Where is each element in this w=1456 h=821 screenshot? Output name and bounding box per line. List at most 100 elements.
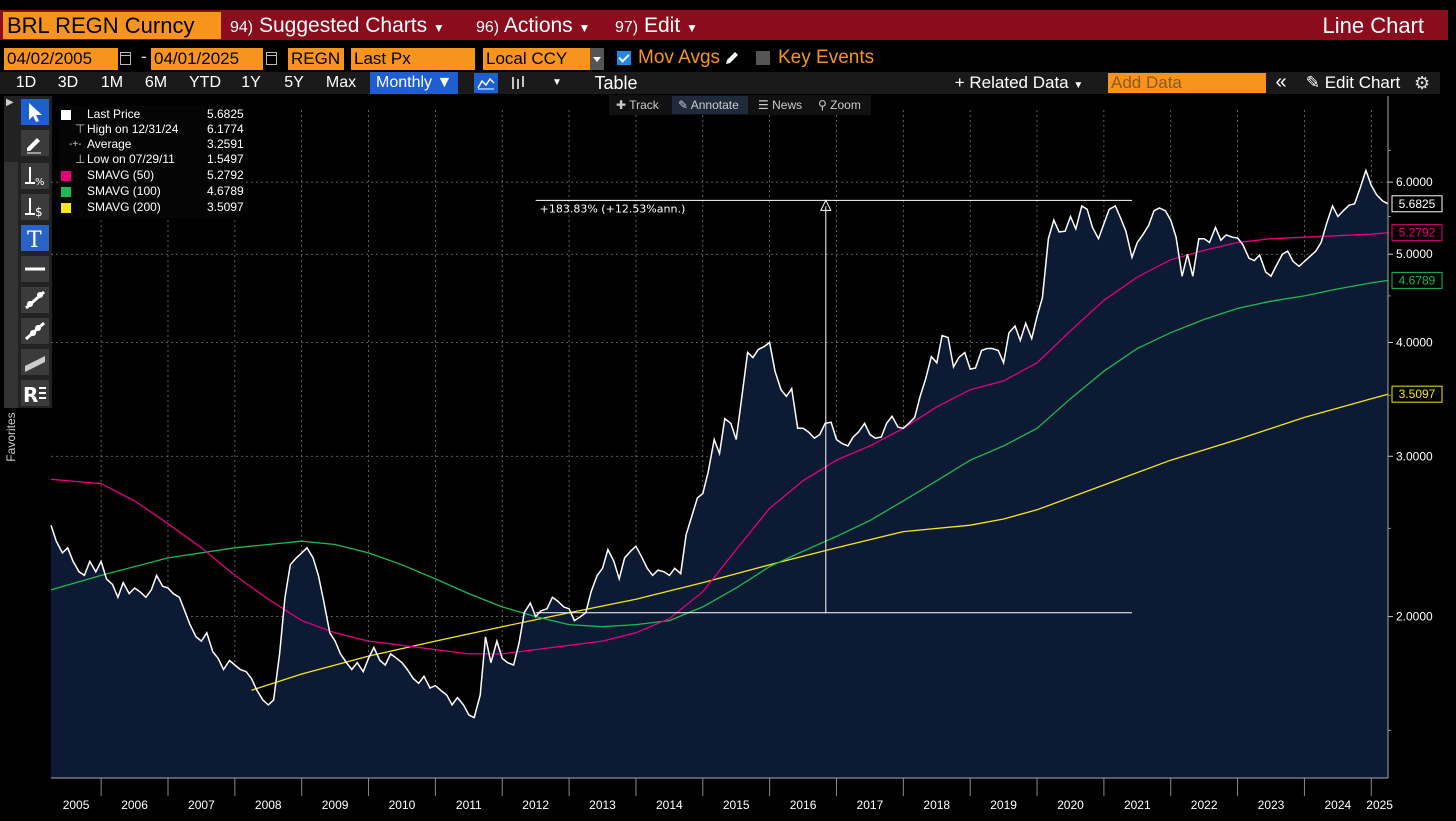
- suggested-charts-menu[interactable]: 94) Suggested Charts ▼: [230, 12, 445, 39]
- range-5y-button[interactable]: 5Y: [284, 74, 304, 91]
- x-tick-label: 2014: [656, 798, 683, 812]
- edit-chart-button[interactable]: ✎ Edit Chart: [1298, 72, 1408, 94]
- mov-avgs-label: Mov Avgs: [638, 47, 721, 68]
- legend-item[interactable]: SMAVG (100) 4.6789: [61, 184, 244, 199]
- periodicity-label: Monthly: [376, 74, 433, 91]
- table-button[interactable]: Table: [594, 73, 638, 93]
- ma-value-label: 4.6789: [1399, 273, 1436, 287]
- up-arrow-icon: [820, 199, 832, 211]
- legend-value: 5.2792: [207, 168, 244, 182]
- zoom-label: Zoom: [830, 98, 861, 112]
- legend-item[interactable]: -+- Average 3.2591: [61, 137, 244, 152]
- range-max-button[interactable]: Max: [325, 74, 357, 91]
- trendline-tool[interactable]: [21, 287, 49, 313]
- mov-avgs-checkbox[interactable]: [617, 51, 631, 65]
- title-bar: [0, 10, 1448, 40]
- expand-arrow-icon[interactable]: ▶: [6, 97, 14, 108]
- channel-tool[interactable]: [21, 349, 49, 375]
- range-ytd-button[interactable]: YTD: [189, 74, 221, 91]
- annotation-label: +183.83% (+12.53%ann.): [540, 202, 686, 215]
- legend-item[interactable]: SMAVG (50) 5.2792: [61, 168, 244, 183]
- price-line: [50, 168, 1389, 719]
- y-tick-label: 5.0000: [1396, 247, 1433, 261]
- bar-chart-icon[interactable]: [502, 72, 534, 94]
- svg-text:T: T: [27, 228, 42, 251]
- horizontal-line-tool[interactable]: [21, 256, 49, 282]
- range-1m-button[interactable]: 1M: [100, 74, 124, 91]
- pointer-tool[interactable]: [21, 99, 49, 125]
- ma-value-box: [1391, 271, 1443, 289]
- menu-number: 96): [476, 19, 500, 36]
- draw-tool[interactable]: [21, 130, 49, 156]
- price-field-select[interactable]: Last Px: [351, 48, 475, 70]
- annotate-tool[interactable]: ✎ Annotate: [678, 96, 739, 114]
- start-date-input[interactable]: 04/02/2005: [4, 48, 118, 70]
- pencil-icon[interactable]: [724, 50, 740, 66]
- track-tool[interactable]: ✚ Track: [616, 96, 659, 114]
- ticker-field[interactable]: BRL REGN Curncy: [3, 12, 221, 39]
- ma-value-label: 5.2792: [1399, 226, 1436, 240]
- regression-tool[interactable]: R: [21, 380, 49, 407]
- chevron-down-icon: ▼: [578, 21, 591, 35]
- x-tick-label: 2018: [923, 798, 950, 812]
- edit-menu[interactable]: 97) Edit ▼: [615, 12, 698, 39]
- range-3d-button[interactable]: 3D: [57, 74, 79, 91]
- crosshair-icon: ✚: [616, 98, 627, 112]
- y-tick-label: 6.0000: [1396, 175, 1433, 189]
- value-labels: 5.2792 4.6789 3.5097 5.6825: [1391, 195, 1443, 403]
- x-tick-label: 2025: [1366, 798, 1393, 812]
- svg-text:$: $: [35, 205, 43, 219]
- news-tool[interactable]: ☰ News: [758, 96, 802, 114]
- periodicity-select[interactable]: Monthly ▼: [370, 72, 459, 94]
- line-chart-icon[interactable]: [474, 73, 498, 93]
- legend-name: Low on 07/29/11: [87, 152, 175, 166]
- x-tick-label: 2023: [1258, 798, 1285, 812]
- legend-swatch: [61, 171, 71, 181]
- legend-value: 3.5097: [207, 200, 244, 214]
- x-tick-label: 2021: [1124, 798, 1151, 812]
- range-6m-button[interactable]: 6M: [144, 74, 168, 91]
- range-1d-button[interactable]: 1D: [15, 74, 37, 91]
- legend-value: 3.2591: [207, 137, 244, 151]
- chevron-down-icon[interactable]: ▼: [552, 77, 562, 88]
- pencil-icon: ✎: [1305, 73, 1320, 92]
- last-price-box: [1391, 195, 1443, 213]
- track-label: Track: [629, 98, 659, 112]
- percent-measure-tool[interactable]: %: [21, 163, 49, 189]
- legend-item[interactable]: ⊤ High on 12/31/24 6.1774: [61, 122, 244, 137]
- security-field[interactable]: REGN: [288, 48, 344, 70]
- legend-item[interactable]: ⊥ Low on 07/29/11 1.5497: [61, 152, 244, 167]
- ma-100-line: [50, 279, 1389, 628]
- x-tick-label: 2011: [456, 798, 482, 812]
- calendar-icon[interactable]: [266, 52, 277, 65]
- low-marker-icon: ⊥: [75, 152, 86, 166]
- legend-item[interactable]: SMAVG (200) 3.5097: [61, 200, 244, 215]
- x-tick-label: 2013: [589, 798, 616, 812]
- range-1y-button[interactable]: 1Y: [241, 74, 261, 91]
- related-data-button[interactable]: + Related Data ▼: [948, 72, 1090, 94]
- calendar-icon[interactable]: [120, 52, 131, 65]
- extended-trendline-tool[interactable]: [21, 318, 49, 344]
- gear-icon[interactable]: ⚙: [1414, 73, 1431, 93]
- add-data-input[interactable]: Add Data: [1108, 73, 1266, 93]
- collapse-left-icon[interactable]: «: [1275, 71, 1287, 93]
- menu-number: 97): [615, 19, 639, 36]
- chevron-down-icon[interactable]: [590, 48, 604, 70]
- text-tool[interactable]: T: [21, 225, 49, 253]
- end-date-input[interactable]: 04/01/2025: [151, 48, 263, 70]
- actions-menu[interactable]: 96) Actions ▼: [476, 12, 590, 39]
- dollar-measure-tool[interactable]: $: [21, 194, 49, 220]
- legend-item[interactable]: Last Price 5.6825: [61, 107, 244, 122]
- zoom-tool[interactable]: ⚲ Zoom: [818, 96, 861, 114]
- legend: Last Price 5.6825 ⊤ High on 12/31/24 6.1…: [58, 106, 244, 218]
- x-tick-label: 2010: [389, 798, 416, 812]
- x-tick-label: 2009: [322, 798, 349, 812]
- key-events-checkbox[interactable]: [756, 51, 770, 65]
- x-tick-label: 2020: [1057, 798, 1084, 812]
- favorites-strip: Favorites: [4, 162, 18, 462]
- change-annotation[interactable]: +183.83% (+12.53%ann.): [535, 199, 1132, 614]
- legend-name: Average: [87, 137, 132, 151]
- menu-label: Actions: [503, 14, 573, 37]
- currency-select[interactable]: Local CCY: [483, 48, 590, 70]
